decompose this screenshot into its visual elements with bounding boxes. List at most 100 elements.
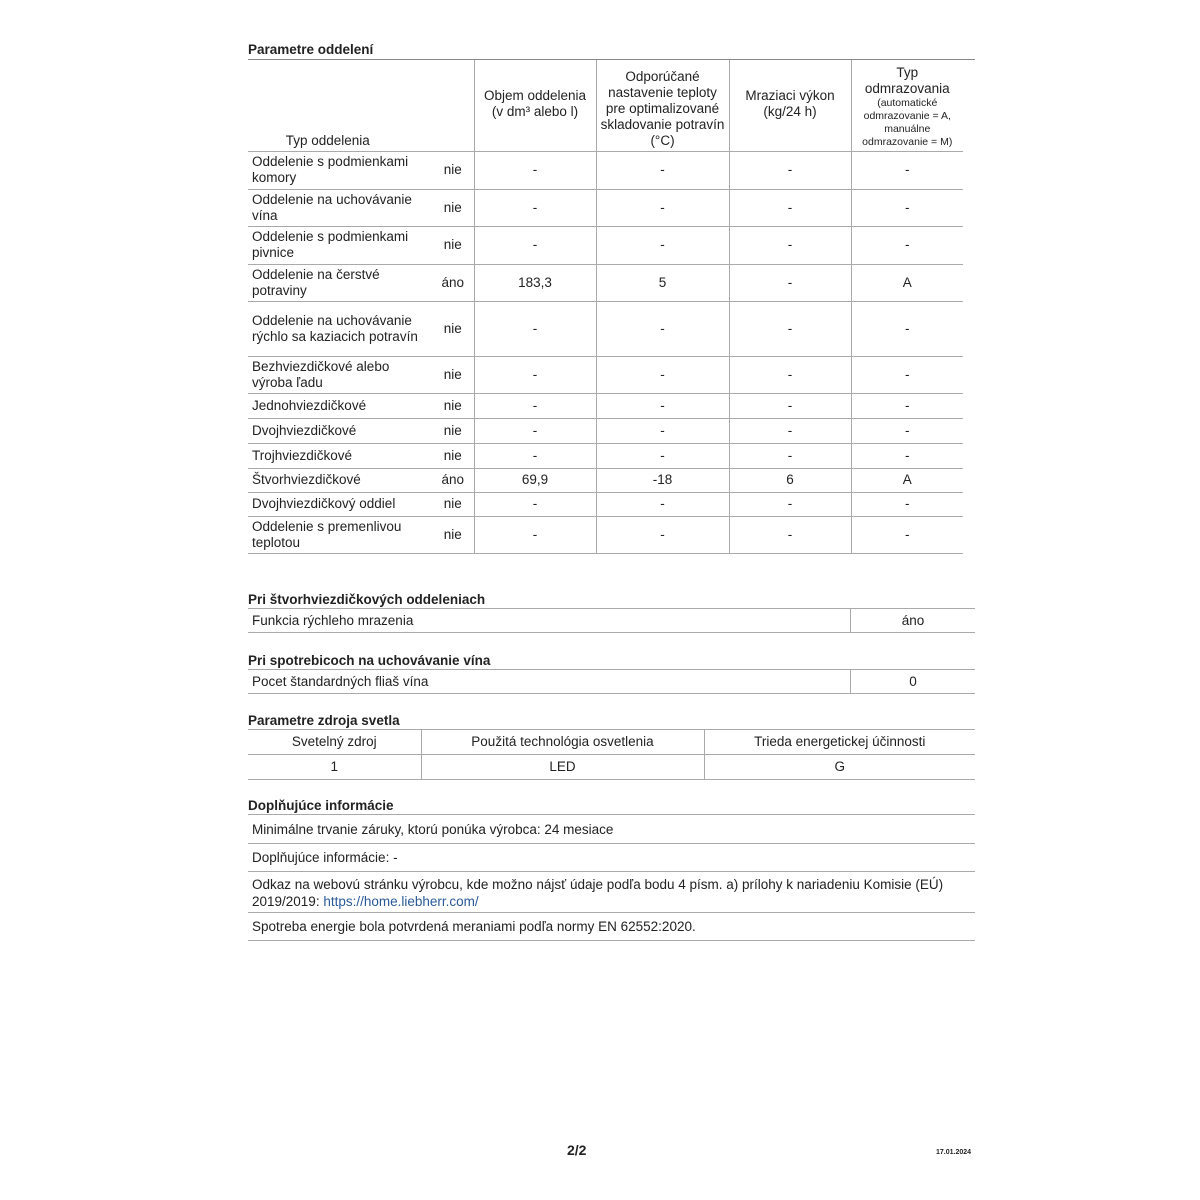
wine-bottles-row: Pocet štandardných fliaš vína 0 <box>248 669 975 694</box>
compartment-type: Bezhviezdičkové alebo výroba ľadu <box>248 356 432 394</box>
defrost-type: - <box>850 492 964 517</box>
freezing-capacity: - <box>728 516 852 554</box>
temperature: -18 <box>595 468 730 493</box>
temperature: - <box>595 418 730 444</box>
col-header-volume: Objem oddelenia (v dm³ alebo l) <box>473 60 597 152</box>
volume: - <box>473 151 597 190</box>
table-row: Dvojhviezdičkový oddiel nie - - - - <box>248 492 964 517</box>
temperature: 5 <box>595 264 730 302</box>
compartment-type: Dvojhviezdičkový oddiel <box>248 492 432 517</box>
temperature: - <box>595 492 730 517</box>
page-number: 2/2 <box>567 1142 587 1158</box>
volume: - <box>473 443 597 469</box>
compartment-type: Štvorhviezdičkové <box>248 468 432 493</box>
defrost-type: - <box>850 151 964 190</box>
warranty-text: Minimálne trvanie záruky, ktorú ponúka v… <box>248 815 975 844</box>
col-header-defrost: Typ odmrazovania (automatické odmrazovani… <box>850 60 964 152</box>
volume: - <box>473 418 597 444</box>
freezing-capacity: - <box>728 356 852 394</box>
defrost-type: - <box>850 443 964 469</box>
temperature: - <box>595 393 730 419</box>
section-title-light: Parametre zdroja svetla <box>248 713 400 728</box>
light-source-value: 1 <box>248 754 421 780</box>
compartment-present: nie <box>432 226 475 265</box>
footer-date: 17.01.2024 <box>936 1149 972 1156</box>
fast-freeze-value: áno <box>850 609 975 632</box>
light-tech-value: LED <box>420 754 704 780</box>
manufacturer-link[interactable]: https://home.liebherr.com/ <box>323 894 479 909</box>
light-table: Svetelný zdroj Použitá technológia osvetl… <box>248 729 975 780</box>
col-header-freezing: Mraziaci výkon (kg/24 h) <box>728 60 852 152</box>
compartment-type: Oddelenie s premenlivou teplotou <box>248 516 432 554</box>
freezing-capacity: - <box>728 264 852 302</box>
table-row: Dvojhviezdičkové nie - - - - <box>248 418 964 444</box>
volume: - <box>473 301 597 357</box>
compartment-present: nie <box>432 301 475 357</box>
defrost-type: A <box>850 264 964 302</box>
defrost-note: (automatické odmrazovanie = A, manuálne … <box>862 96 953 148</box>
compartment-table: Typ oddelenia Objem oddelenia (v dm³ ale… <box>248 60 964 554</box>
volume: - <box>473 226 597 265</box>
volume: - <box>473 492 597 517</box>
table-row: Oddelenie s podmienkami pivnice nie - - - - <box>248 226 964 265</box>
freezing-capacity: - <box>728 189 852 227</box>
defrost-type: A <box>850 468 964 493</box>
table-row: Jednohviezdičkové nie - - - - <box>248 393 964 419</box>
freezing-capacity: - <box>728 151 852 190</box>
compartment-present: nie <box>432 151 475 190</box>
table-row: Štvorhviezdičkové áno 69,9 -18 6 A <box>248 468 964 493</box>
defrost-type: - <box>850 226 964 265</box>
compartment-type: Oddelenie na uchovávanie rýchlo sa kazia… <box>248 301 432 357</box>
volume: - <box>473 189 597 227</box>
table-row: Oddelenie s podmienkami komory nie - - - - <box>248 151 964 190</box>
defrost-type: - <box>850 356 964 394</box>
compartment-type: Jednohviezdičkové <box>248 393 432 419</box>
compartment-present: nie <box>432 443 475 469</box>
table-row: Oddelenie na uchovávanie rýchlo sa kazia… <box>248 301 964 357</box>
col-header-type: Typ oddelenia <box>248 60 475 152</box>
freezing-capacity: - <box>728 443 852 469</box>
temperature: - <box>595 516 730 554</box>
fast-freeze-row: Funkcia rýchleho mrazenia áno <box>248 608 975 633</box>
fast-freeze-label: Funkcia rýchleho mrazenia <box>252 613 414 628</box>
energy-text: Spotreba energie bola potvrdená meraniam… <box>248 913 975 941</box>
volume: 69,9 <box>473 468 597 493</box>
temperature: - <box>595 443 730 469</box>
light-header-tech: Použitá technológia osvetlenia <box>420 729 704 755</box>
freezing-capacity: - <box>728 492 852 517</box>
compartment-type: Trojhviezdičkové <box>248 443 432 469</box>
defrost-title: Typ odmrazovania <box>864 64 950 96</box>
col-header-temp: Odporúčané nastavenie teploty pre optima… <box>595 60 730 152</box>
temperature: - <box>595 356 730 394</box>
compartment-present: áno <box>432 264 475 302</box>
section-title-compartments: Parametre oddelení <box>248 42 374 57</box>
additional-info: Minimálne trvanie záruky, ktorú ponúka v… <box>248 814 975 941</box>
table-row: Bezhviezdičkové alebo výroba ľadu nie - - - - <box>248 356 964 394</box>
temperature: - <box>595 226 730 265</box>
volume: - <box>473 356 597 394</box>
freezing-capacity: - <box>728 418 852 444</box>
link-row: Odkaz na webovú stránku výrobcu, kde mož… <box>248 872 975 913</box>
temperature: - <box>595 189 730 227</box>
freezing-capacity: - <box>728 226 852 265</box>
volume: - <box>473 393 597 419</box>
light-header-source: Svetelný zdroj <box>248 729 421 755</box>
freezing-capacity: 6 <box>728 468 852 493</box>
compartment-present: áno <box>432 468 475 493</box>
light-class-value: G <box>703 754 975 780</box>
defrost-type: - <box>850 189 964 227</box>
light-header-class: Trieda energetickej účinnosti <box>703 729 975 755</box>
compartment-type: Dvojhviezdičkové <box>248 418 432 444</box>
link-description: Odkaz na webovú stránku výrobcu, kde mož… <box>252 877 944 909</box>
section-title-additional: Doplňujúce informácie <box>248 798 394 813</box>
section-title-wine: Pri spotrebicoch na uchovávanie vína <box>248 653 491 668</box>
wine-bottles-label: Pocet štandardných fliaš vína <box>252 674 429 689</box>
compartment-type: Oddelenie na uchovávanie vína <box>248 189 432 227</box>
compartment-type: Oddelenie s podmienkami komory <box>248 151 432 190</box>
table-header: Typ oddelenia Objem oddelenia (v dm³ ale… <box>248 60 964 152</box>
table-row: Trojhviezdičkové nie - - - - <box>248 443 964 469</box>
divider <box>248 59 975 60</box>
compartment-present: nie <box>432 393 475 419</box>
compartment-present: nie <box>432 356 475 394</box>
defrost-type: - <box>850 516 964 554</box>
